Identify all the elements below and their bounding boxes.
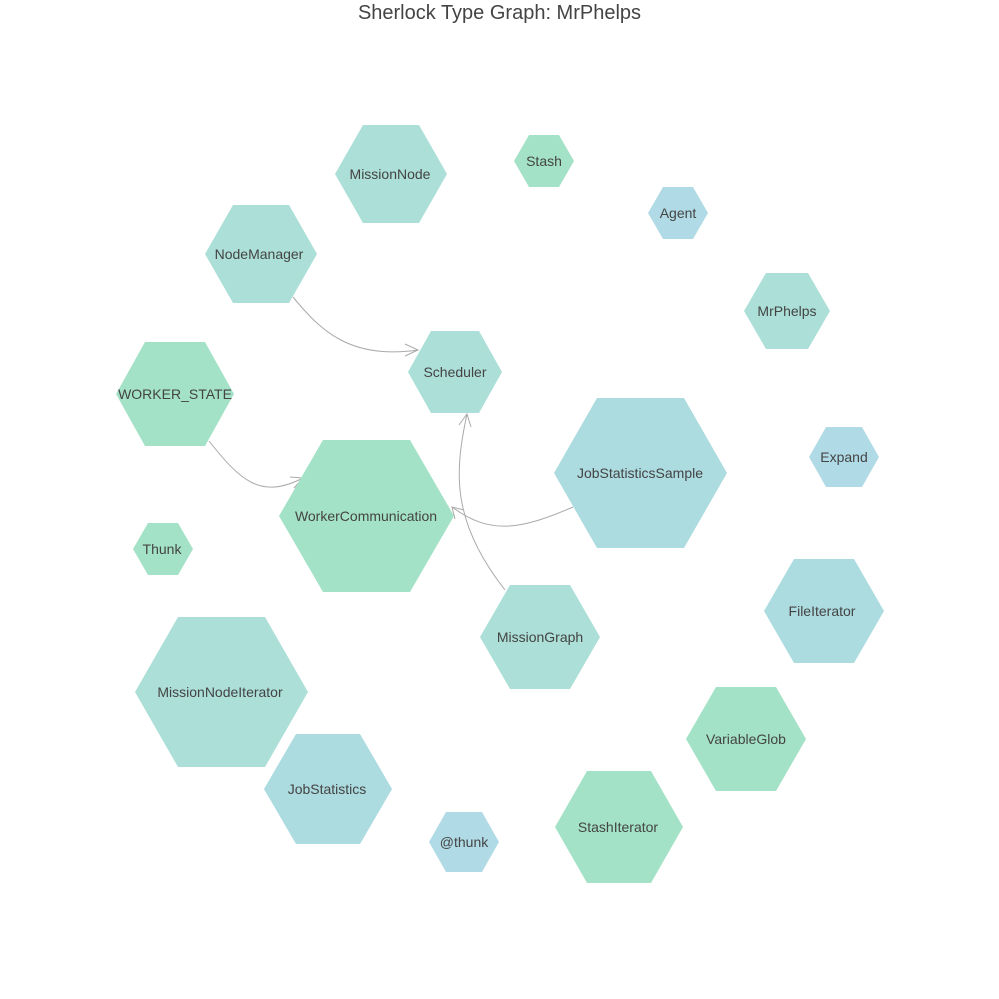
node-nodemanager-label: NodeManager [215, 246, 304, 262]
node-at-thunk[interactable]: @thunk [429, 812, 499, 872]
node-jobstatisticssample-label: JobStatisticsSample [577, 465, 703, 481]
node-mrphelps[interactable]: MrPhelps [744, 273, 830, 349]
node-missiongraph[interactable]: MissionGraph [480, 585, 600, 689]
node-scheduler[interactable]: Scheduler [408, 331, 502, 413]
node-expand[interactable]: Expand [809, 427, 879, 487]
node-jobstatisticssample[interactable]: JobStatisticsSample [554, 398, 727, 548]
node-worker-state-label: WORKER_STATE [118, 386, 232, 402]
edge-worker-state-workercommunication [209, 441, 303, 488]
edge-nodemanager-scheduler [293, 297, 418, 356]
node-missionnode-label: MissionNode [350, 166, 431, 182]
node-jobstatistics[interactable]: JobStatistics [264, 734, 392, 844]
node-worker-state[interactable]: WORKER_STATE [116, 342, 234, 446]
node-scheduler-label: Scheduler [423, 364, 486, 380]
node-mrphelps-label: MrPhelps [757, 303, 816, 319]
node-workercommunication-label: WorkerCommunication [295, 508, 437, 524]
node-fileiterator-label: FileIterator [789, 603, 856, 619]
edge-missiongraph-scheduler [459, 414, 505, 590]
nodes-layer: MissionNode Stash Agent NodeManager MrPh… [116, 125, 884, 883]
node-workercommunication[interactable]: WorkerCommunication [279, 440, 454, 592]
node-expand-label: Expand [820, 449, 867, 465]
node-stash-label: Stash [526, 153, 562, 169]
node-missionnodeiterator-label: MissionNodeIterator [157, 684, 283, 700]
node-stash[interactable]: Stash [514, 135, 574, 187]
node-thunk[interactable]: Thunk [133, 523, 193, 575]
node-jobstatistics-label: JobStatistics [288, 781, 367, 797]
node-variableglob[interactable]: VariableGlob [686, 687, 806, 791]
edge-jobstatisticssample-workercommunication [452, 507, 573, 526]
node-at-thunk-label: @thunk [440, 834, 489, 850]
node-thunk-label: Thunk [143, 541, 183, 557]
node-fileiterator[interactable]: FileIterator [764, 559, 884, 663]
node-missiongraph-label: MissionGraph [497, 629, 583, 645]
node-agent-label: Agent [660, 205, 697, 221]
node-agent[interactable]: Agent [648, 187, 708, 239]
node-missionnode[interactable]: MissionNode [335, 125, 447, 223]
node-stashiterator-label: StashIterator [578, 819, 658, 835]
node-nodemanager[interactable]: NodeManager [205, 205, 317, 303]
node-variableglob-label: VariableGlob [706, 731, 786, 747]
node-stashiterator[interactable]: StashIterator [555, 771, 683, 883]
node-missionnodeiterator[interactable]: MissionNodeIterator [135, 617, 308, 767]
